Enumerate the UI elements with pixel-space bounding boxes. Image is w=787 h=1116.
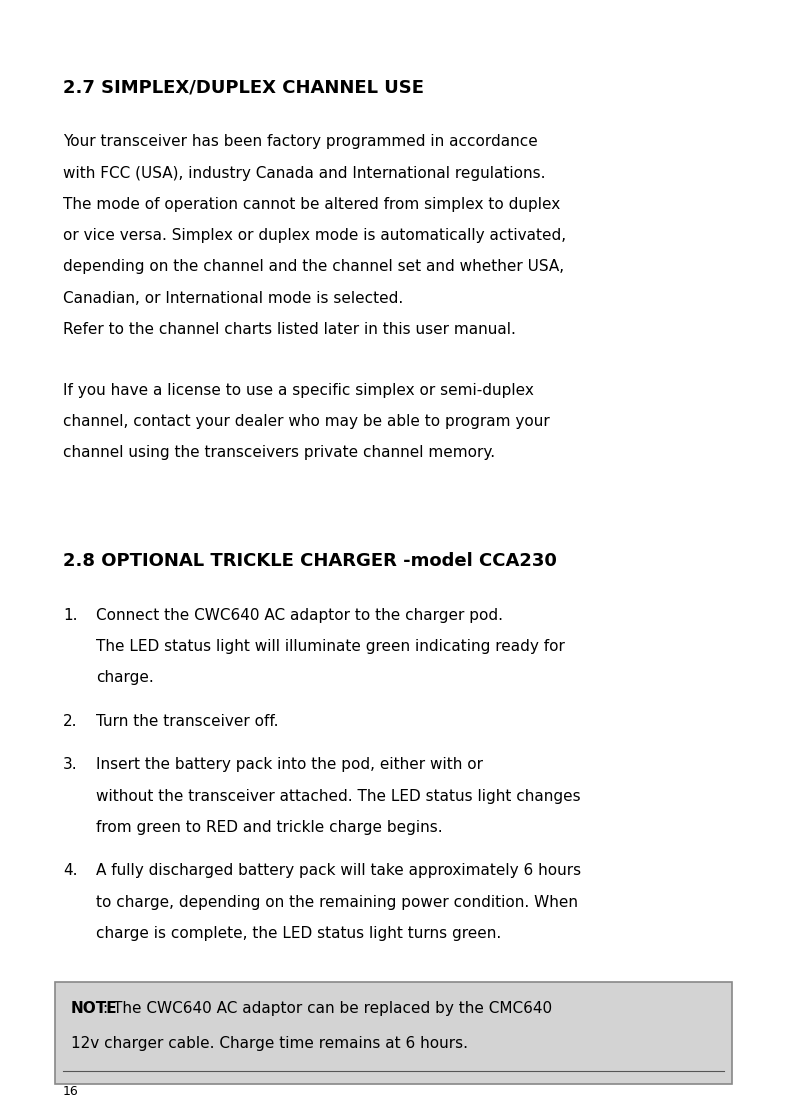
Text: 2.8 OPTIONAL TRICKLE CHARGER -model CCA230: 2.8 OPTIONAL TRICKLE CHARGER -model CCA2… (63, 551, 557, 569)
Text: Canadian, or International mode is selected.: Canadian, or International mode is selec… (63, 290, 403, 306)
Text: from green to RED and trickle charge begins.: from green to RED and trickle charge beg… (96, 820, 442, 835)
Text: Turn the transceiver off.: Turn the transceiver off. (96, 714, 279, 729)
Text: Insert the battery pack into the pod, either with or: Insert the battery pack into the pod, ei… (96, 758, 483, 772)
Text: Your transceiver has been factory programmed in accordance: Your transceiver has been factory progra… (63, 134, 538, 150)
Text: 3.: 3. (63, 758, 78, 772)
Text: 12v charger cable. Charge time remains at 6 hours.: 12v charger cable. Charge time remains a… (71, 1036, 467, 1051)
Text: depending on the channel and the channel set and whether USA,: depending on the channel and the channel… (63, 259, 564, 275)
Text: A fully discharged battery pack will take approximately 6 hours: A fully discharged battery pack will tak… (96, 864, 581, 878)
FancyBboxPatch shape (55, 982, 732, 1084)
Text: charge.: charge. (96, 671, 153, 685)
Text: 4.: 4. (63, 864, 77, 878)
Text: with FCC (USA), industry Canada and International regulations.: with FCC (USA), industry Canada and Inte… (63, 165, 545, 181)
Text: Refer to the channel charts listed later in this user manual.: Refer to the channel charts listed later… (63, 321, 515, 337)
Text: NOTE: NOTE (71, 1001, 117, 1017)
Text: 1.: 1. (63, 608, 77, 623)
Text: or vice versa. Simplex or duplex mode is automatically activated,: or vice versa. Simplex or duplex mode is… (63, 228, 566, 243)
Text: Connect the CWC640 AC adaptor to the charger pod.: Connect the CWC640 AC adaptor to the cha… (96, 608, 503, 623)
Text: The LED status light will illuminate green indicating ready for: The LED status light will illuminate gre… (96, 639, 565, 654)
Text: The mode of operation cannot be altered from simplex to duplex: The mode of operation cannot be altered … (63, 196, 560, 212)
Text: If you have a license to use a specific simplex or semi-duplex: If you have a license to use a specific … (63, 383, 534, 397)
Text: 2.7 SIMPLEX/DUPLEX CHANNEL USE: 2.7 SIMPLEX/DUPLEX CHANNEL USE (63, 78, 424, 96)
Text: : The CWC640 AC adaptor can be replaced by the CMC640: : The CWC640 AC adaptor can be replaced … (103, 1001, 552, 1017)
Text: 2.: 2. (63, 714, 77, 729)
Text: to charge, depending on the remaining power condition. When: to charge, depending on the remaining po… (96, 895, 578, 910)
Text: charge is complete, the LED status light turns green.: charge is complete, the LED status light… (96, 926, 501, 941)
Text: without the transceiver attached. The LED status light changes: without the transceiver attached. The LE… (96, 789, 581, 804)
Text: 16: 16 (63, 1085, 79, 1098)
Text: channel, contact your dealer who may be able to program your: channel, contact your dealer who may be … (63, 414, 549, 429)
Text: channel using the transceivers private channel memory.: channel using the transceivers private c… (63, 445, 495, 460)
